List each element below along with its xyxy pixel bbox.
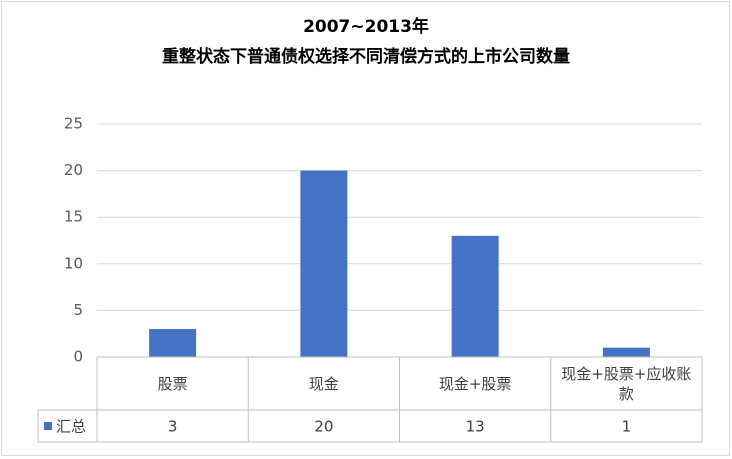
x-tick-label: 现金+股票+应收账款 (561, 364, 692, 403)
y-tick-label: 25 (64, 115, 83, 133)
x-tick-label: 现金+股票 (438, 374, 512, 393)
bar (300, 170, 348, 357)
y-tick-label: 10 (64, 254, 83, 272)
y-tick-label: 5 (73, 301, 83, 319)
y-tick-label: 15 (64, 208, 83, 226)
table-value: 13 (466, 418, 485, 436)
chart-title: 重整状态下普通债权选择不同清偿方式的上市公司数量 (162, 46, 570, 67)
bar (149, 329, 197, 357)
x-tick-label: 股票 (157, 374, 188, 393)
bar (451, 235, 499, 357)
legend-key (44, 422, 52, 430)
x-tick-label: 现金 (308, 374, 339, 393)
table-value: 3 (168, 418, 178, 436)
legend-label: 汇总 (56, 418, 86, 436)
chart-title: 2007~2013年 (303, 16, 429, 37)
y-tick-label: 0 (73, 348, 83, 366)
y-tick-label: 20 (64, 161, 83, 179)
table-value: 1 (622, 418, 632, 436)
table-value: 20 (314, 418, 333, 436)
bar (602, 347, 650, 357)
